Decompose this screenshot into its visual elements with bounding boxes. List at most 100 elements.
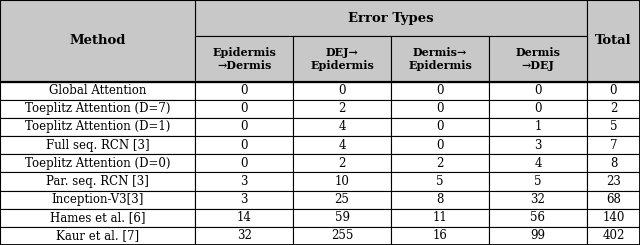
Polygon shape [391, 36, 489, 82]
Polygon shape [293, 227, 391, 245]
Polygon shape [0, 100, 195, 118]
Text: Epidermis
→Dermis: Epidermis →Dermis [212, 47, 276, 71]
Text: 255: 255 [331, 229, 353, 242]
Polygon shape [489, 172, 587, 191]
Polygon shape [587, 0, 640, 82]
Text: 0: 0 [534, 84, 541, 97]
Polygon shape [0, 191, 195, 209]
Text: 0: 0 [534, 102, 541, 115]
Text: Dermis
→DEJ: Dermis →DEJ [515, 47, 561, 71]
Text: Total: Total [595, 34, 632, 47]
Polygon shape [391, 191, 489, 209]
Text: 23: 23 [606, 175, 621, 188]
Polygon shape [195, 209, 293, 227]
Text: 5: 5 [534, 175, 541, 188]
Polygon shape [587, 118, 640, 136]
Text: 59: 59 [335, 211, 349, 224]
Text: Method: Method [69, 34, 126, 47]
Polygon shape [0, 154, 195, 172]
Polygon shape [587, 172, 640, 191]
Text: 32: 32 [237, 229, 252, 242]
Polygon shape [195, 191, 293, 209]
Polygon shape [489, 100, 587, 118]
Text: 68: 68 [606, 193, 621, 206]
Text: 4: 4 [534, 157, 541, 170]
Text: 0: 0 [436, 102, 444, 115]
Text: 2: 2 [610, 102, 617, 115]
Polygon shape [489, 154, 587, 172]
Polygon shape [195, 118, 293, 136]
Text: 7: 7 [610, 139, 617, 152]
Polygon shape [391, 136, 489, 154]
Text: 8: 8 [610, 157, 617, 170]
Text: 402: 402 [602, 229, 625, 242]
Text: 11: 11 [433, 211, 447, 224]
Text: 0: 0 [241, 157, 248, 170]
Polygon shape [195, 172, 293, 191]
Polygon shape [0, 136, 195, 154]
Polygon shape [0, 227, 195, 245]
Polygon shape [195, 154, 293, 172]
Polygon shape [489, 209, 587, 227]
Text: 2: 2 [339, 102, 346, 115]
Polygon shape [293, 118, 391, 136]
Text: 0: 0 [610, 84, 617, 97]
Polygon shape [0, 209, 195, 227]
Polygon shape [0, 82, 195, 100]
Polygon shape [195, 36, 293, 82]
Text: Par. seq. RCN [3]: Par. seq. RCN [3] [46, 175, 149, 188]
Text: 5: 5 [436, 175, 444, 188]
Polygon shape [587, 154, 640, 172]
Polygon shape [391, 118, 489, 136]
Text: 25: 25 [335, 193, 349, 206]
Text: 4: 4 [339, 121, 346, 134]
Text: 14: 14 [237, 211, 252, 224]
Text: 10: 10 [335, 175, 349, 188]
Text: Toeplitz Attention (D=7): Toeplitz Attention (D=7) [25, 102, 170, 115]
Text: Error Types: Error Types [348, 12, 434, 25]
Polygon shape [391, 100, 489, 118]
Polygon shape [391, 227, 489, 245]
Text: 0: 0 [436, 139, 444, 152]
Polygon shape [293, 154, 391, 172]
Text: 1: 1 [534, 121, 541, 134]
Polygon shape [489, 136, 587, 154]
Polygon shape [391, 154, 489, 172]
Polygon shape [293, 172, 391, 191]
Text: 0: 0 [436, 84, 444, 97]
Text: Kaur et al. [7]: Kaur et al. [7] [56, 229, 139, 242]
Text: 0: 0 [241, 139, 248, 152]
Text: Inception-V3[3]: Inception-V3[3] [51, 193, 144, 206]
Text: Dermis→
Epidermis: Dermis→ Epidermis [408, 47, 472, 71]
Polygon shape [293, 136, 391, 154]
Polygon shape [587, 136, 640, 154]
Polygon shape [489, 227, 587, 245]
Text: 99: 99 [531, 229, 545, 242]
Polygon shape [0, 118, 195, 136]
Text: 2: 2 [339, 157, 346, 170]
Text: 3: 3 [241, 193, 248, 206]
Text: DEJ→
Epidermis: DEJ→ Epidermis [310, 47, 374, 71]
Polygon shape [391, 82, 489, 100]
Polygon shape [195, 227, 293, 245]
Text: 2: 2 [436, 157, 444, 170]
Polygon shape [391, 172, 489, 191]
Polygon shape [195, 0, 587, 36]
Text: 140: 140 [602, 211, 625, 224]
Polygon shape [489, 118, 587, 136]
Polygon shape [489, 191, 587, 209]
Text: 8: 8 [436, 193, 444, 206]
Polygon shape [489, 82, 587, 100]
Text: Full seq. RCN [3]: Full seq. RCN [3] [46, 139, 149, 152]
Polygon shape [489, 36, 587, 82]
Polygon shape [587, 82, 640, 100]
Polygon shape [0, 0, 195, 82]
Text: 5: 5 [610, 121, 617, 134]
Polygon shape [293, 100, 391, 118]
Text: Global Attention: Global Attention [49, 84, 147, 97]
Text: 3: 3 [534, 139, 541, 152]
Text: Toeplitz Attention (D=1): Toeplitz Attention (D=1) [25, 121, 170, 134]
Polygon shape [587, 100, 640, 118]
Polygon shape [0, 172, 195, 191]
Polygon shape [293, 209, 391, 227]
